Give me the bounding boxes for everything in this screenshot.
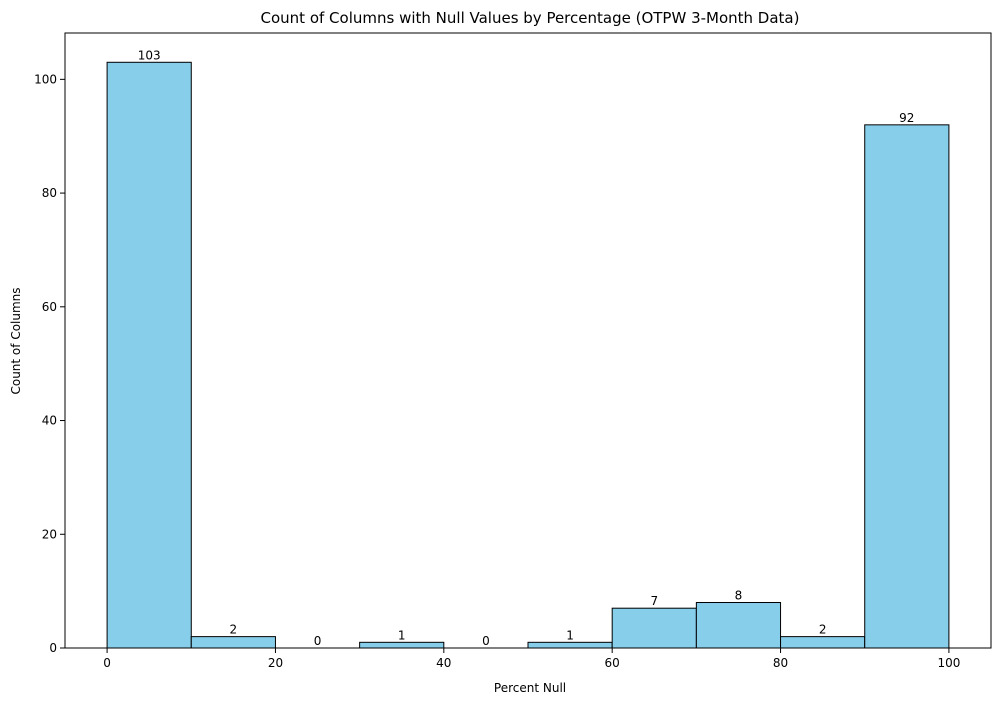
y-tick-label-3: 60: [42, 300, 57, 314]
y-tick-label-0: 0: [49, 641, 57, 655]
histogram-bar-7: [695, 602, 782, 649]
histogram-bar-6: [611, 607, 697, 649]
y-tick-label-2: 40: [42, 414, 57, 428]
histogram-bar-1: [190, 636, 276, 649]
y-tick-label-5: 100: [34, 72, 57, 86]
histogram-bar-0: [106, 61, 192, 649]
x-tick-label-5: 100: [937, 656, 960, 670]
chart-title: Count of Columns with Null Values by Per…: [261, 9, 800, 27]
y-tick-label-4: 80: [42, 186, 57, 200]
histogram-bar-9: [864, 124, 950, 649]
histogram-bar-3: [359, 641, 445, 649]
bar-value-label-1: 2: [230, 623, 238, 637]
x-axis-label: Percent Null: [494, 681, 566, 695]
x-tick-label-1: 20: [268, 656, 283, 670]
histogram-bar-5: [527, 641, 613, 649]
y-axis-label: Count of Columns: [9, 287, 23, 394]
bar-value-label-3: 1: [398, 628, 406, 642]
x-tick-label-0: 0: [103, 656, 111, 670]
bar-value-label-7: 8: [735, 589, 743, 603]
bar-value-label-2: 0: [314, 634, 322, 648]
x-tick-label-2: 40: [436, 656, 451, 670]
bar-value-label-9: 92: [899, 111, 914, 125]
x-tick-label-4: 80: [773, 656, 788, 670]
bar-value-label-4: 0: [482, 634, 490, 648]
bar-value-label-6: 7: [650, 594, 658, 608]
y-axis-ticks: 0 20 40 60 80 100: [34, 72, 65, 655]
y-tick-label-1: 20: [42, 527, 57, 541]
plot-area-frame: [64, 32, 992, 649]
histogram-bar-8: [780, 636, 866, 649]
bar-value-label-0: 103: [138, 48, 161, 62]
x-tick-label-3: 60: [605, 656, 620, 670]
data-labels-group: 103 2 0 1 0 1 7 8 2 92: [138, 48, 915, 648]
bar-value-label-5: 1: [566, 628, 574, 642]
bars-group: [106, 61, 950, 649]
x-axis-ticks: 0 20 40 60 80 100: [103, 648, 960, 670]
bar-value-label-8: 2: [819, 623, 827, 637]
